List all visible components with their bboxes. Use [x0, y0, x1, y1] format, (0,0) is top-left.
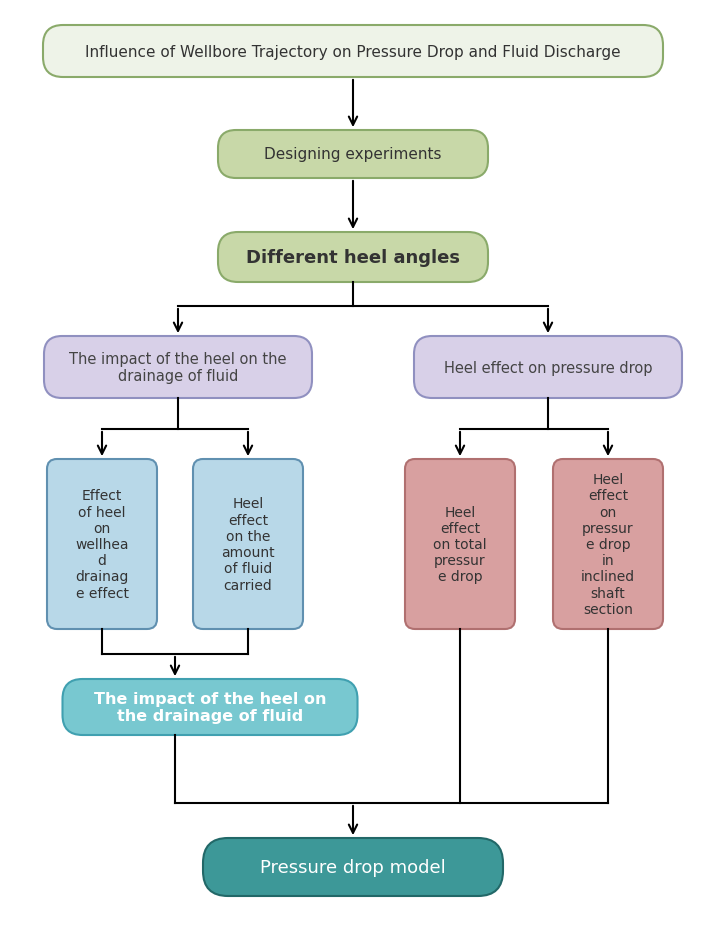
Text: Pressure drop model: Pressure drop model	[260, 858, 446, 876]
FancyBboxPatch shape	[218, 131, 488, 178]
Text: Heel
effect
on the
amount
of fluid
carried: Heel effect on the amount of fluid carri…	[221, 497, 275, 592]
FancyBboxPatch shape	[553, 460, 663, 630]
FancyBboxPatch shape	[218, 233, 488, 282]
FancyBboxPatch shape	[203, 838, 503, 896]
FancyBboxPatch shape	[405, 460, 515, 630]
Text: Effect
of heel
on
wellhea
d
drainag
e effect: Effect of heel on wellhea d drainag e ef…	[76, 489, 128, 600]
FancyBboxPatch shape	[193, 460, 303, 630]
Text: Influence of Wellbore Trajectory on Pressure Drop and Fluid Discharge: Influence of Wellbore Trajectory on Pres…	[85, 44, 621, 59]
Text: Different heel angles: Different heel angles	[246, 248, 460, 267]
FancyBboxPatch shape	[43, 26, 663, 78]
FancyBboxPatch shape	[47, 460, 157, 630]
Text: Heel
effect
on total
pressur
e drop: Heel effect on total pressur e drop	[433, 505, 487, 583]
Text: Heel effect on pressure drop: Heel effect on pressure drop	[444, 360, 652, 375]
FancyBboxPatch shape	[63, 680, 357, 735]
Text: Heel
effect
on
pressur
e drop
in
inclined
shaft
section: Heel effect on pressur e drop in incline…	[581, 473, 635, 616]
FancyBboxPatch shape	[414, 337, 682, 398]
Text: Designing experiments: Designing experiments	[264, 147, 442, 162]
Text: The impact of the heel on the
drainage of fluid: The impact of the heel on the drainage o…	[69, 351, 287, 384]
FancyBboxPatch shape	[44, 337, 312, 398]
Text: The impact of the heel on
the drainage of fluid: The impact of the heel on the drainage o…	[94, 691, 326, 723]
